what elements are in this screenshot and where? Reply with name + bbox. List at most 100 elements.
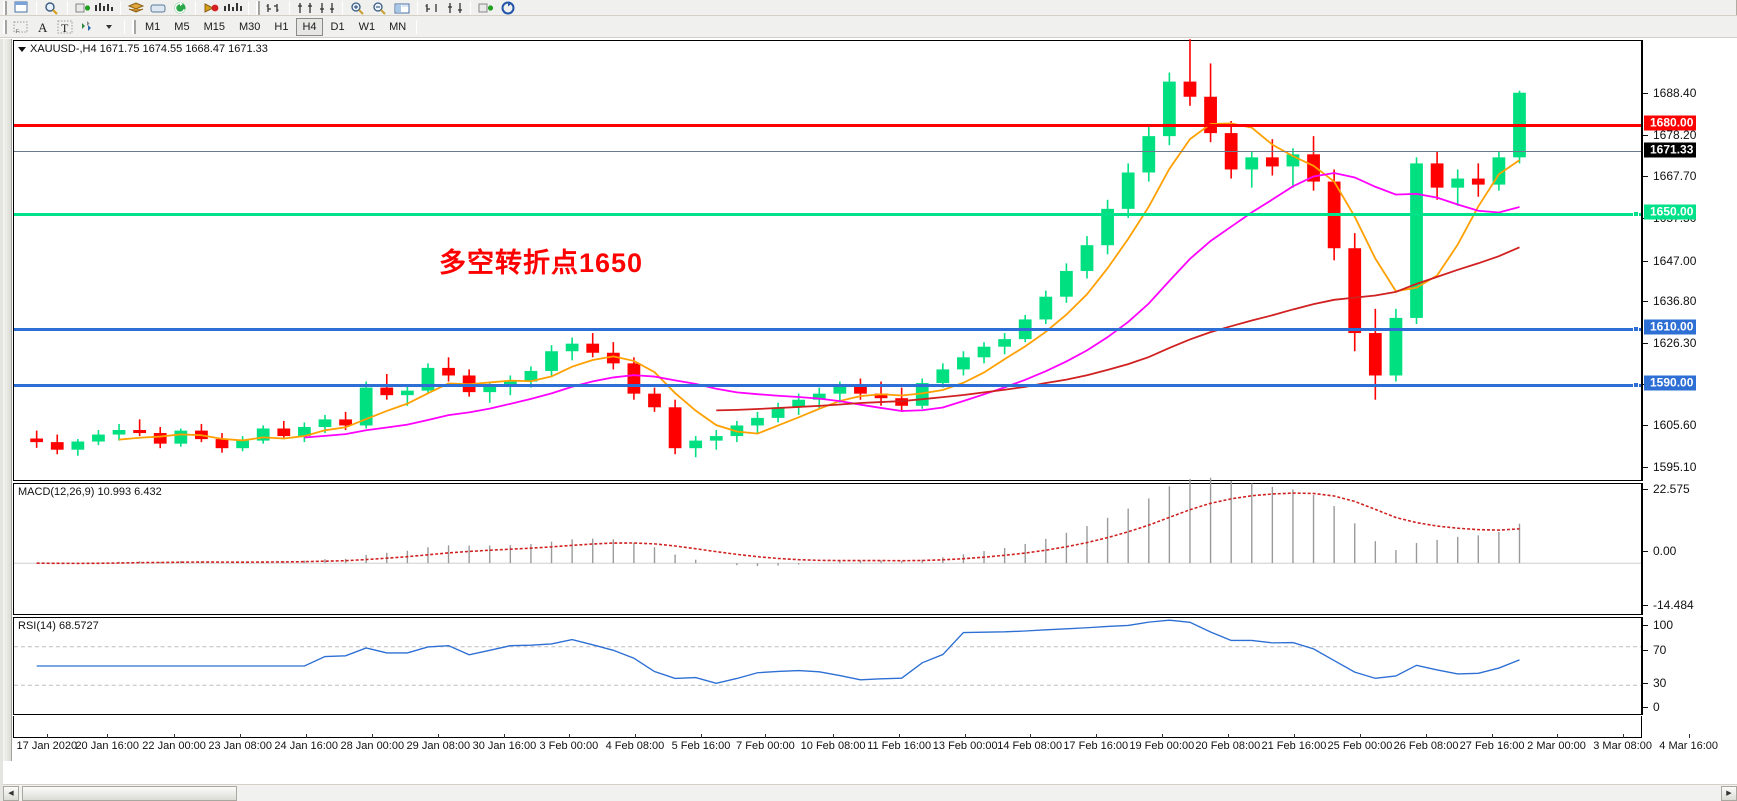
vertical-scrollbar[interactable] (3, 39, 12, 761)
timeframe-button-m15[interactable]: M15 (203, 20, 225, 33)
price-scale-badge-1590-00[interactable]: 1590.00 (1644, 375, 1697, 391)
chart-shift-icon[interactable] (222, 0, 244, 15)
time-axis-tick (765, 734, 767, 738)
toolbar-grip-2[interactable] (256, 0, 260, 15)
crosshair-icon[interactable]: F (10, 17, 32, 37)
arrows-icon[interactable] (76, 17, 98, 37)
time-axis-tick (1359, 734, 1361, 738)
level-line-1680[interactable] (14, 124, 1641, 127)
time-axis[interactable] (13, 716, 1642, 738)
level-handle-1610[interactable] (1633, 326, 1639, 332)
refresh-icon[interactable] (169, 0, 191, 15)
time-axis-tick (634, 734, 636, 738)
toolbar-separator (470, 0, 471, 15)
add-object-icon[interactable] (475, 0, 497, 15)
price-scale-tick: 1647.00 (1643, 254, 1696, 268)
zoom-icon[interactable] (41, 0, 63, 15)
level-line-1650[interactable] (14, 211, 1641, 217)
text-object-icon[interactable]: T (54, 17, 76, 37)
add-indicator-icon[interactable] (72, 0, 94, 15)
rsi-scale-tick: 0 (1643, 700, 1660, 714)
templates-icon[interactable] (125, 0, 147, 15)
scroll-right-arrow-icon[interactable]: ▶ (1721, 785, 1737, 801)
macd-panel[interactable]: MACD(12,26,9) 10.993 6.432 (13, 477, 1642, 615)
dropdown-arrow-icon[interactable] (98, 17, 120, 37)
price-scale-tick: 1667.70 (1643, 169, 1696, 183)
line-chart-icon[interactable] (316, 0, 338, 15)
price-scale-badge-1671-33[interactable]: 1671.33 (1644, 142, 1697, 158)
time-axis-tick (568, 734, 570, 738)
data-window-icon[interactable] (391, 0, 413, 15)
rsi-scale-tick: 30 (1643, 676, 1666, 690)
toolbar-separator (124, 19, 125, 34)
toolbar-separator (36, 0, 37, 15)
time-axis-label: 29 Jan 08:00 (406, 740, 471, 752)
time-axis-tick (240, 734, 242, 738)
scrollbar-thumb[interactable] (22, 785, 237, 801)
price-scale[interactable]: 1688.401678.201667.701657.501647.001636.… (1642, 40, 1737, 681)
time-axis-label: 13 Feb 00:00 (932, 740, 998, 752)
level-handle-1650[interactable] (1633, 211, 1639, 217)
text-label-icon[interactable]: A (32, 17, 54, 37)
time-axis-label: 28 Jan 00:00 (340, 740, 405, 752)
time-axis-label: 20 Jan 16:00 (75, 740, 140, 752)
macd-scale[interactable]: 22.575 0.00 -14.484 (1642, 482, 1737, 615)
level-line-1610[interactable] (14, 326, 1641, 332)
toolbar-row-primary[interactable] (0, 0, 1737, 16)
timeframe-button-d1[interactable]: D1 (330, 20, 345, 33)
timeframe-button-m5[interactable]: M5 (174, 20, 190, 33)
time-axis-tick (899, 734, 901, 738)
macd-label: MACD(12,26,9) 10.993 6.432 (18, 486, 162, 498)
time-axis-tick (1492, 734, 1494, 738)
autoscroll-icon[interactable] (200, 0, 222, 15)
toolbar-row-objects[interactable]: F A T M1 M5 M15 M30 H1 H4 D1 W1 MN (0, 16, 1737, 38)
level-handle-1590[interactable] (1633, 382, 1639, 388)
time-axis-tick (1095, 734, 1097, 738)
indicator-list-icon[interactable] (94, 0, 116, 15)
price-scale-badge-1680-00[interactable]: 1680.00 (1644, 115, 1697, 131)
toolbar-grip[interactable] (3, 0, 7, 15)
timeframe-button-m1[interactable]: M1 (145, 20, 161, 33)
timeframe-button-m30[interactable]: M30 (238, 20, 261, 33)
price-chart-panel[interactable]: XAUUSD-,H4 1671.75 1674.55 1668.47 1671.… (13, 39, 1642, 481)
scroll-left-arrow-icon[interactable]: ◀ (3, 785, 19, 801)
rsi-scale[interactable]: 100 70 30 0 (1642, 617, 1737, 715)
toolbar-separator (416, 19, 418, 34)
level-line-1590[interactable] (14, 382, 1641, 388)
ohlc-icon[interactable] (444, 0, 466, 15)
timeframe-button-h4[interactable]: H4 (296, 17, 323, 36)
time-axis-label: 17 Feb 16:00 (1063, 740, 1129, 752)
time-axis-tick (965, 734, 967, 738)
candlestick-chart-icon[interactable] (294, 0, 316, 15)
chart-menu-triangle-icon[interactable] (18, 46, 26, 52)
price-scale-badge-1610-00[interactable]: 1610.00 (1644, 319, 1697, 335)
price-scale-tick: 1595.10 (1643, 460, 1696, 474)
time-axis-label: 10 Feb 08:00 (800, 740, 866, 752)
time-axis-tick (306, 734, 308, 738)
time-axis-tick (46, 734, 48, 738)
chart-annotation-text[interactable]: 多空转折点1650 (439, 248, 644, 278)
price-scale-badge-1650-00[interactable]: 1650.00 (1644, 204, 1697, 220)
expert-advisor-icon[interactable] (497, 0, 519, 15)
zoom-in-icon[interactable] (347, 0, 369, 15)
grid-icon[interactable] (422, 0, 444, 15)
rsi-panel[interactable]: RSI(14) 68.5727 (13, 617, 1642, 715)
time-axis-label: 11 Feb 16:00 (867, 740, 932, 752)
open-chart-icon[interactable] (147, 0, 169, 15)
toolbar-grip-timeframes[interactable] (132, 19, 136, 34)
price-scale-tick: 1636.80 (1643, 294, 1696, 308)
macd-scale-tick: -14.484 (1643, 598, 1694, 612)
time-axis-tick (438, 734, 440, 738)
toolbar-grip-objects[interactable] (3, 19, 7, 34)
timeframe-button-w1[interactable]: W1 (358, 20, 376, 33)
new-chart-icon[interactable] (10, 0, 32, 15)
toolbar-separator (289, 0, 290, 15)
bar-chart-icon[interactable] (263, 0, 285, 15)
zoom-out-icon[interactable] (369, 0, 391, 15)
timeframe-bar[interactable]: M1 M5 M15 M30 H1 H4 D1 W1 MN (139, 17, 412, 36)
time-axis-label: 30 Jan 16:00 (472, 740, 537, 752)
price-scale-tick: 1688.40 (1643, 86, 1696, 100)
timeframe-button-mn[interactable]: MN (389, 20, 407, 33)
timeframe-button-h1[interactable]: H1 (274, 20, 289, 33)
horizontal-scrollbar[interactable]: ◀ ▶ (3, 784, 1737, 801)
